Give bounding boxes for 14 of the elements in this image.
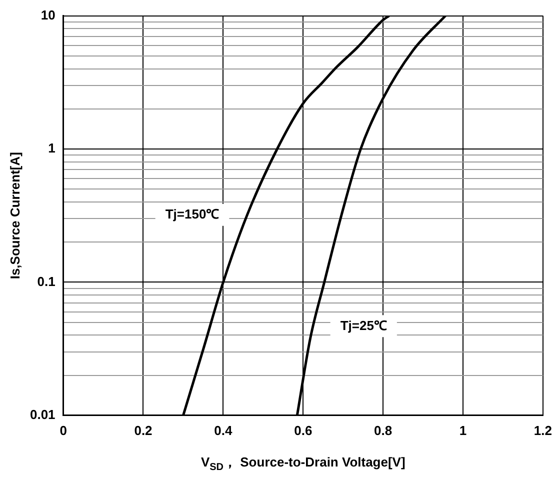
x-tick-label: 0.6: [294, 422, 312, 438]
x-tick-label: 1.2: [534, 422, 552, 438]
y-tick-label: 10: [40, 7, 56, 22]
y-axis-title: Is,Source Current[A]: [8, 152, 23, 280]
x-tick-label: 1: [459, 422, 467, 438]
x-tick-label: 0.4: [214, 422, 233, 438]
series-label: Tj=25℃: [340, 318, 387, 333]
y-tick-label: 0.01: [30, 406, 56, 422]
y-tick-label: 1: [48, 140, 56, 156]
x-tick-label: 0: [60, 422, 67, 438]
series-label: Tj=150℃: [165, 206, 220, 222]
x-tick-label: 0.8: [374, 422, 392, 438]
x-tick-label: 0.2: [134, 422, 152, 438]
y-tick-label: 0.1: [37, 274, 56, 289]
